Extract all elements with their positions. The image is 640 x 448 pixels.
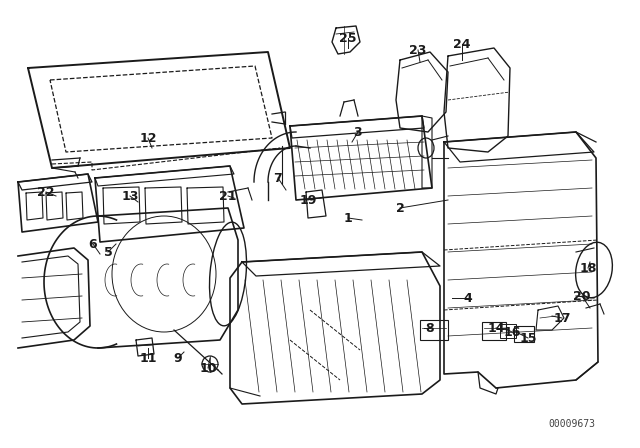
Bar: [514, 326, 534, 342]
Text: 5: 5: [104, 246, 113, 258]
Text: 4: 4: [463, 292, 472, 305]
Text: 12: 12: [140, 132, 157, 145]
Text: 2: 2: [396, 202, 404, 215]
Text: 25: 25: [339, 31, 356, 44]
Text: 20: 20: [573, 289, 591, 302]
Text: 1: 1: [344, 211, 353, 224]
Text: 18: 18: [579, 262, 596, 275]
Text: 9: 9: [173, 352, 182, 365]
Text: 00009673: 00009673: [548, 419, 595, 429]
Text: 13: 13: [122, 190, 139, 202]
Text: 7: 7: [274, 172, 282, 185]
Text: 23: 23: [410, 43, 427, 56]
Text: 19: 19: [300, 194, 317, 207]
Bar: [420, 320, 448, 340]
Text: 22: 22: [37, 185, 55, 198]
Text: 24: 24: [453, 38, 471, 51]
Text: 15: 15: [519, 332, 537, 345]
Text: 6: 6: [89, 237, 97, 250]
Text: 17: 17: [553, 311, 571, 324]
Text: 16: 16: [503, 326, 521, 339]
Bar: [500, 324, 516, 338]
Text: 8: 8: [426, 322, 435, 335]
Text: 10: 10: [199, 362, 217, 375]
Bar: [482, 322, 506, 340]
Text: 14: 14: [487, 322, 505, 335]
Text: 11: 11: [140, 352, 157, 365]
Text: 21: 21: [220, 190, 237, 202]
Text: 3: 3: [354, 125, 362, 138]
